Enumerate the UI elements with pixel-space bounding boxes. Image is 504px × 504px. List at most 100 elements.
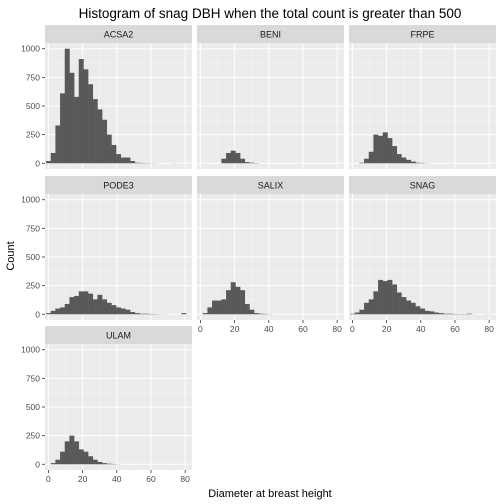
histogram-bar (392, 146, 398, 164)
histogram-bar (106, 302, 112, 315)
histogram-bar (102, 299, 108, 315)
strip-background (197, 176, 344, 194)
histogram-bar (92, 99, 98, 164)
histogram-bar (97, 109, 103, 164)
x-tick-label: 40 (112, 474, 122, 484)
histogram-bar (69, 72, 75, 164)
facet-salix: SALIX 0 20 40 60 80 (197, 176, 344, 334)
histogram-bar (240, 290, 246, 315)
y-tick-label: 750 (26, 223, 40, 233)
strip-background (349, 25, 496, 43)
histogram-bar (92, 459, 98, 465)
histogram-bar (235, 152, 241, 164)
x-tick-label: 40 (416, 324, 426, 334)
histogram-bar (120, 308, 126, 315)
histogram-bar (55, 125, 61, 164)
histogram-bar (378, 135, 384, 164)
histogram-bar (46, 160, 52, 164)
x-axis-title: Diameter at breast height (208, 488, 332, 500)
histogram-bar (106, 463, 112, 465)
histogram-bar (64, 303, 70, 315)
strip-background (349, 176, 496, 194)
histogram-bar (420, 308, 426, 315)
histogram-bar (415, 306, 421, 315)
histogram-bar (373, 134, 379, 164)
histogram-bar (230, 282, 236, 315)
histogram-bar (83, 69, 89, 164)
x-tick-label: 0 (198, 324, 203, 334)
histogram-bar (212, 300, 218, 315)
y-tick-label: 1000 (21, 345, 40, 355)
histogram-bar (258, 313, 264, 315)
histogram-bar (60, 451, 66, 465)
x-tick-label: 20 (230, 324, 240, 334)
histogram-bar (102, 463, 108, 465)
histogram-bar (207, 307, 213, 315)
histogram-bar (244, 162, 250, 164)
histogram-bar (83, 451, 89, 465)
y-tick-label: 500 (26, 101, 40, 111)
chart-title: Histogram of snag DBH when the total cou… (79, 6, 462, 21)
x-tick-label: 0 (350, 324, 355, 334)
histogram-bar (249, 162, 255, 164)
y-tick-label: 1000 (21, 195, 40, 205)
histogram-bar (97, 461, 103, 465)
facet-panels: ACSA2 0 250 500 750 1000 BENI FRPE PODE3 0 250 500 7… (21, 25, 496, 484)
histogram-bar (396, 154, 402, 164)
histogram-bar (415, 162, 421, 164)
histogram-bar (364, 158, 370, 164)
histogram-bar (235, 286, 241, 315)
histogram-bar (134, 162, 140, 164)
histogram-bar (139, 313, 145, 315)
histogram-bar (130, 160, 136, 164)
histogram-bar (466, 313, 472, 315)
histogram-bar (55, 308, 61, 315)
x-tick-label: 20 (382, 324, 392, 334)
facet-pode3: PODE3 0 250 500 750 1000 (21, 176, 192, 320)
histogram-bar (392, 284, 398, 315)
histogram-bar (64, 48, 70, 164)
y-tick-label: 250 (26, 431, 40, 441)
histogram-bar (181, 313, 187, 315)
histogram-bar (144, 313, 150, 315)
y-tick-label: 250 (26, 281, 40, 291)
histogram-bar (64, 441, 70, 465)
histogram-bar (78, 291, 84, 315)
histogram-bar (368, 151, 374, 164)
x-tick-label: 20 (78, 474, 88, 484)
histogram-bar (240, 158, 246, 164)
histogram-bar (424, 310, 430, 315)
histogram-bar (226, 152, 232, 164)
strip-background (45, 326, 192, 344)
facet-acsa2: ACSA2 0 250 500 750 1000 (21, 25, 192, 169)
histogram-bar (74, 441, 80, 465)
x-tick-label: 0 (46, 474, 51, 484)
strip-label: BENI (260, 30, 281, 40)
y-axis-title: Count (5, 241, 17, 270)
y-tick-label: 500 (26, 252, 40, 262)
x-tick-label: 60 (298, 324, 308, 334)
histogram-bar (78, 59, 84, 164)
histogram-bar (125, 157, 131, 164)
histogram-bar (406, 159, 412, 164)
y-tick-label: 0 (35, 309, 40, 319)
histogram-bar (202, 313, 208, 315)
histogram-bar (74, 96, 80, 164)
y-tick-label: 1000 (21, 44, 40, 54)
histogram-bar (406, 300, 412, 315)
histogram-bar (359, 162, 365, 164)
histogram-bar (92, 299, 98, 315)
histogram-bar (226, 290, 232, 315)
histogram-bar (60, 93, 66, 164)
histogram-bar (387, 279, 393, 315)
histogram-bar (410, 161, 416, 164)
histogram-bar (359, 309, 365, 315)
histogram-bar (429, 311, 435, 315)
x-tick-label: 60 (450, 324, 460, 334)
histogram-bar (88, 84, 94, 164)
histogram-bar (111, 305, 117, 315)
histogram-bar (130, 311, 136, 315)
histogram-bar (221, 299, 227, 315)
histogram-bar (69, 435, 75, 465)
